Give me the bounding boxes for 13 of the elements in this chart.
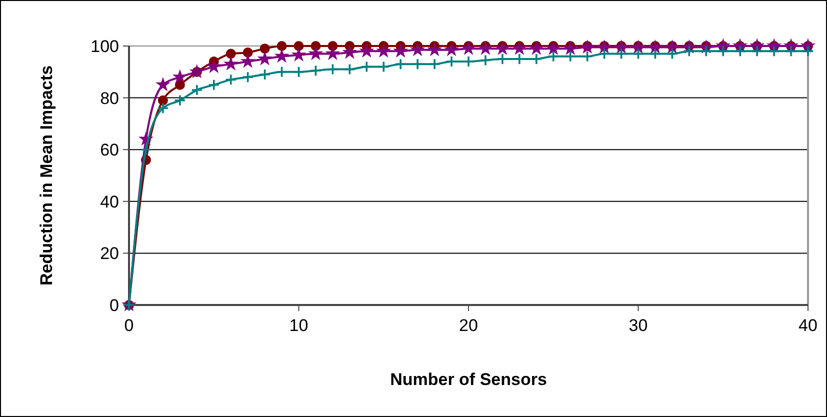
y-tick-label: 0	[110, 296, 119, 315]
y-tick-label: 20	[100, 244, 119, 264]
x-tick-label: 40	[798, 316, 818, 335]
x-tick-label: 10	[289, 316, 308, 335]
x-tick-label: 30	[628, 316, 648, 335]
y-axis-title: Reduction in Mean Impacts	[37, 65, 56, 286]
y-tick-label: 40	[100, 192, 119, 212]
x-axis-title: Number of Sensors	[390, 370, 547, 389]
y-tick-label: 100	[90, 36, 119, 56]
y-tick-label: 80	[100, 88, 119, 108]
x-tick-label: 0	[124, 316, 134, 335]
y-tick-label: 60	[100, 140, 119, 160]
x-tick-label: 20	[459, 316, 478, 335]
